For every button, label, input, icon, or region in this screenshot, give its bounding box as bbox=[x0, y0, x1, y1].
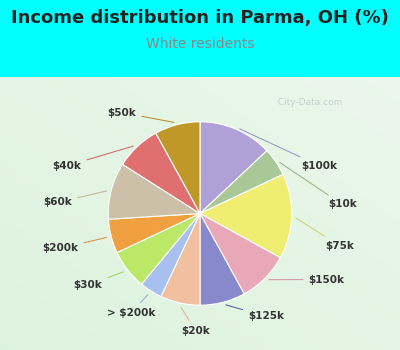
Wedge shape bbox=[200, 174, 292, 258]
Wedge shape bbox=[122, 133, 200, 214]
Text: $50k: $50k bbox=[108, 107, 174, 122]
Text: White residents: White residents bbox=[146, 37, 254, 51]
Text: $30k: $30k bbox=[74, 272, 124, 290]
Text: $125k: $125k bbox=[226, 305, 284, 321]
Text: $60k: $60k bbox=[44, 191, 107, 208]
Wedge shape bbox=[200, 151, 283, 214]
Text: $150k: $150k bbox=[269, 274, 344, 285]
Text: City-Data.com: City-Data.com bbox=[272, 98, 342, 107]
Text: $75k: $75k bbox=[296, 218, 354, 251]
Text: $40k: $40k bbox=[52, 146, 133, 171]
Wedge shape bbox=[200, 214, 280, 294]
Text: $20k: $20k bbox=[181, 307, 210, 336]
Wedge shape bbox=[108, 214, 200, 253]
Wedge shape bbox=[200, 214, 244, 305]
Wedge shape bbox=[142, 214, 200, 296]
Text: > $200k: > $200k bbox=[107, 295, 155, 317]
Wedge shape bbox=[108, 164, 200, 219]
Text: $10k: $10k bbox=[280, 162, 356, 209]
Text: $100k: $100k bbox=[240, 129, 337, 171]
Wedge shape bbox=[200, 122, 267, 214]
Text: $200k: $200k bbox=[42, 237, 107, 253]
Text: Income distribution in Parma, OH (%): Income distribution in Parma, OH (%) bbox=[11, 9, 389, 27]
Wedge shape bbox=[156, 122, 200, 214]
Wedge shape bbox=[161, 214, 200, 305]
Wedge shape bbox=[117, 214, 200, 284]
